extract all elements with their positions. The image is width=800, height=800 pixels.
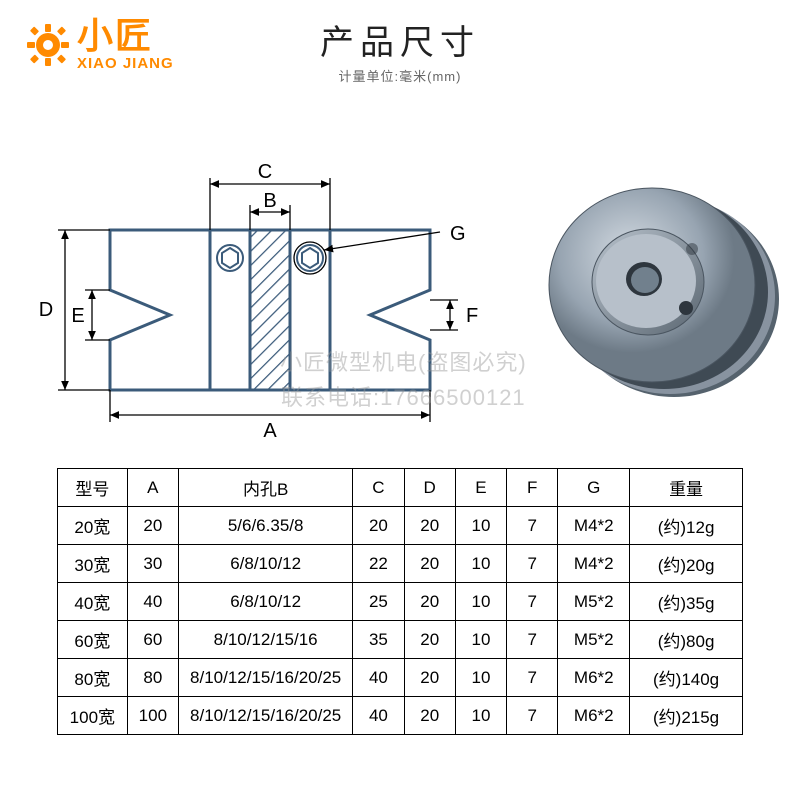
table-cell: 6/8/10/12 — [178, 545, 352, 583]
table-cell: 20 — [404, 507, 455, 545]
logo-text: 小匠 XIAO JIANG — [77, 18, 174, 71]
table-cell: 10 — [455, 583, 506, 621]
logo: 小匠 XIAO JIANG — [25, 18, 174, 71]
table-row: 40宽406/8/10/122520107M5*2(约)35g — [58, 583, 743, 621]
dim-f-label: F — [466, 305, 478, 327]
table-row: 80宽808/10/12/15/16/20/254020107M6*2(约)14… — [58, 659, 743, 697]
table-cell: (约)35g — [630, 583, 743, 621]
table-cell: 8/10/12/15/16/20/25 — [178, 659, 352, 697]
page-title: 产品尺寸 — [250, 15, 550, 64]
table-cell: 7 — [507, 545, 558, 583]
th-e: E — [455, 469, 506, 507]
table-cell: 20宽 — [58, 507, 128, 545]
table-cell: 22 — [353, 545, 404, 583]
header: 小匠 XIAO JIANG 产品尺寸 计量单位:毫米(mm) — [0, 0, 800, 100]
gear-icon — [25, 22, 71, 68]
table-cell: 40 — [353, 659, 404, 697]
th-c: C — [353, 469, 404, 507]
table-cell: 8/10/12/15/16 — [178, 621, 352, 659]
table-cell: M6*2 — [558, 697, 630, 735]
table-cell: 20 — [404, 659, 455, 697]
table-header-row: 型号 A 内孔B C D E F G 重量 — [58, 469, 743, 507]
table-cell: 30宽 — [58, 545, 128, 583]
table-cell: 20 — [353, 507, 404, 545]
table-row: 20宽205/6/6.35/82020107M4*2(约)12g — [58, 507, 743, 545]
th-b: 内孔B — [178, 469, 352, 507]
table-cell: 20 — [404, 545, 455, 583]
dim-e-label: E — [71, 305, 84, 327]
table-cell: 7 — [507, 621, 558, 659]
table-cell: 40宽 — [58, 583, 128, 621]
table-cell: 20 — [404, 697, 455, 735]
table-cell: 60宽 — [58, 621, 128, 659]
dim-a-label: A — [263, 420, 277, 442]
table-cell: 35 — [353, 621, 404, 659]
table-cell: 7 — [507, 507, 558, 545]
spec-table: 型号 A 内孔B C D E F G 重量 20宽205/6/6.35/8202… — [57, 468, 743, 735]
table-cell: 5/6/6.35/8 — [178, 507, 352, 545]
table-cell: 10 — [455, 659, 506, 697]
th-a: A — [127, 469, 178, 507]
table-cell: 60 — [127, 621, 178, 659]
table-cell: 40 — [127, 583, 178, 621]
table-cell: (约)20g — [630, 545, 743, 583]
th-model: 型号 — [58, 469, 128, 507]
table-cell: 30 — [127, 545, 178, 583]
table-cell: M4*2 — [558, 545, 630, 583]
table-cell: 20 — [404, 583, 455, 621]
table-cell: 100宽 — [58, 697, 128, 735]
table-cell: 100 — [127, 697, 178, 735]
table-cell: M5*2 — [558, 583, 630, 621]
table-cell: (约)215g — [630, 697, 743, 735]
table-cell: 80宽 — [58, 659, 128, 697]
table-row: 100宽1008/10/12/15/16/20/254020107M6*2(约)… — [58, 697, 743, 735]
dimensions-table: 型号 A 内孔B C D E F G 重量 20宽205/6/6.35/8202… — [57, 468, 743, 735]
table-row: 30宽306/8/10/122220107M4*2(约)20g — [58, 545, 743, 583]
th-g: G — [558, 469, 630, 507]
title-block: 产品尺寸 计量单位:毫米(mm) — [250, 15, 550, 85]
table-cell: (约)80g — [630, 621, 743, 659]
brand-en: XIAO JIANG — [77, 56, 174, 71]
table-cell: M4*2 — [558, 507, 630, 545]
table-cell: 6/8/10/12 — [178, 583, 352, 621]
table-cell: 40 — [353, 697, 404, 735]
brand-cn: 小匠 — [77, 18, 174, 54]
table-cell: 10 — [455, 621, 506, 659]
dim-c-label: C — [258, 161, 272, 183]
table-cell: 7 — [507, 659, 558, 697]
dim-g-label: G — [450, 223, 466, 245]
table-cell: 10 — [455, 507, 506, 545]
table-cell: M6*2 — [558, 659, 630, 697]
th-f: F — [507, 469, 558, 507]
table-cell: 25 — [353, 583, 404, 621]
dim-d-label: D — [39, 299, 53, 321]
table-cell: 20 — [404, 621, 455, 659]
table-cell: 20 — [127, 507, 178, 545]
table-cell: (约)12g — [630, 507, 743, 545]
th-weight: 重量 — [630, 469, 743, 507]
table-cell: 10 — [455, 545, 506, 583]
th-d: D — [404, 469, 455, 507]
table-cell: 10 — [455, 697, 506, 735]
table-cell: 80 — [127, 659, 178, 697]
pulley-3d-render — [522, 150, 782, 410]
table-cell: M5*2 — [558, 621, 630, 659]
page-subtitle: 计量单位:毫米(mm) — [250, 66, 550, 85]
table-cell: 7 — [507, 697, 558, 735]
table-cell: (约)140g — [630, 659, 743, 697]
dim-b-label: B — [263, 190, 276, 212]
table-row: 60宽608/10/12/15/163520107M5*2(约)80g — [58, 621, 743, 659]
table-cell: 7 — [507, 583, 558, 621]
table-cell: 8/10/12/15/16/20/25 — [178, 697, 352, 735]
